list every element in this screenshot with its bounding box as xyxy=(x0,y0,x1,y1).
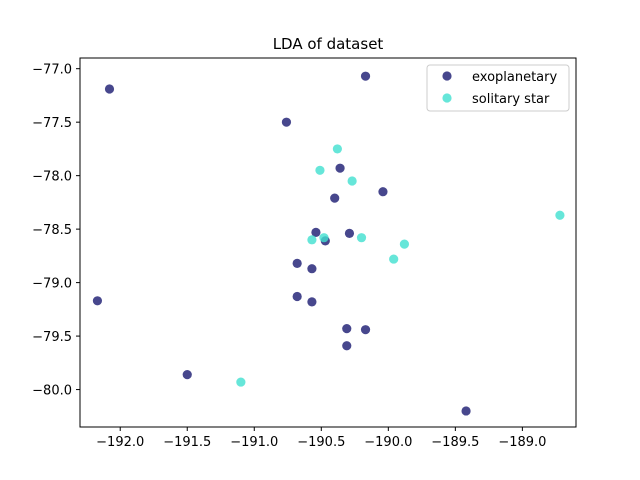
data-point-exoplanetary xyxy=(182,369,192,380)
data-point-solitary-star xyxy=(307,235,317,245)
data-point-solitary-star xyxy=(399,239,410,249)
x-tick-label: −191.5 xyxy=(163,435,211,450)
chart-title: LDA of dataset xyxy=(273,35,384,53)
x-tick-label: −191.0 xyxy=(230,435,278,450)
legend-box xyxy=(426,64,570,112)
data-point-exoplanetary xyxy=(292,258,302,268)
y-tick-label: −77.0 xyxy=(32,63,72,78)
data-point-exoplanetary xyxy=(461,406,471,416)
data-point-exoplanetary xyxy=(342,324,352,334)
y-tick-label: −80.0 xyxy=(32,384,72,399)
data-point-solitary-star xyxy=(356,233,367,243)
data-point-exoplanetary xyxy=(311,227,321,237)
data-point-solitary-star xyxy=(319,233,329,243)
data-point-solitary-star xyxy=(347,176,357,186)
x-tick-label: −189.5 xyxy=(431,435,479,450)
x-tick-label: −189.0 xyxy=(498,435,546,450)
data-points xyxy=(92,71,565,416)
data-point-exoplanetary xyxy=(307,264,317,274)
data-point-solitary-star xyxy=(389,254,399,264)
y-tick-label: −79.5 xyxy=(32,330,72,345)
data-point-exoplanetary xyxy=(344,228,355,239)
data-point-exoplanetary xyxy=(330,193,340,203)
legend-label-exoplanetary: exoplanetary xyxy=(472,70,557,85)
x-tick-label: −190.0 xyxy=(364,435,412,450)
x-tick-label: −192.0 xyxy=(96,435,144,450)
legend-marker-exoplanetary xyxy=(442,71,452,81)
data-point-exoplanetary xyxy=(281,117,292,127)
x-tick-label: −190.5 xyxy=(297,435,345,450)
legend: exoplanetary solitary star xyxy=(426,64,570,112)
legend-marker-solitary-star xyxy=(442,93,452,103)
data-point-exoplanetary xyxy=(307,297,317,307)
legend-label-solitary-star: solitary star xyxy=(472,92,550,107)
data-point-exoplanetary xyxy=(104,84,115,94)
data-point-exoplanetary xyxy=(92,296,103,306)
y-tick-label: −79.0 xyxy=(32,277,72,292)
data-point-exoplanetary xyxy=(342,341,352,351)
x-axis: −192.0 −191.5 −191.0 −190.5 −190.0 −189.5 −189… xyxy=(96,427,546,450)
data-point-solitary-star xyxy=(315,165,325,175)
data-point-solitary-star xyxy=(332,144,342,154)
y-tick-label: −78.0 xyxy=(32,170,72,185)
data-point-solitary-star xyxy=(555,210,565,220)
data-point-exoplanetary xyxy=(360,325,371,335)
y-tick-label: −77.5 xyxy=(32,116,72,131)
data-point-exoplanetary xyxy=(335,163,345,173)
y-axis: −77.0 −77.5 −78.0 −78.5 −79.0 −79.5 −80.0 xyxy=(32,63,80,399)
data-point-exoplanetary xyxy=(292,291,302,302)
y-tick-label: −78.5 xyxy=(32,223,72,238)
data-point-solitary-star xyxy=(236,377,246,387)
data-point-exoplanetary xyxy=(378,187,388,197)
data-point-exoplanetary xyxy=(360,71,371,81)
plot-frame xyxy=(79,57,577,428)
